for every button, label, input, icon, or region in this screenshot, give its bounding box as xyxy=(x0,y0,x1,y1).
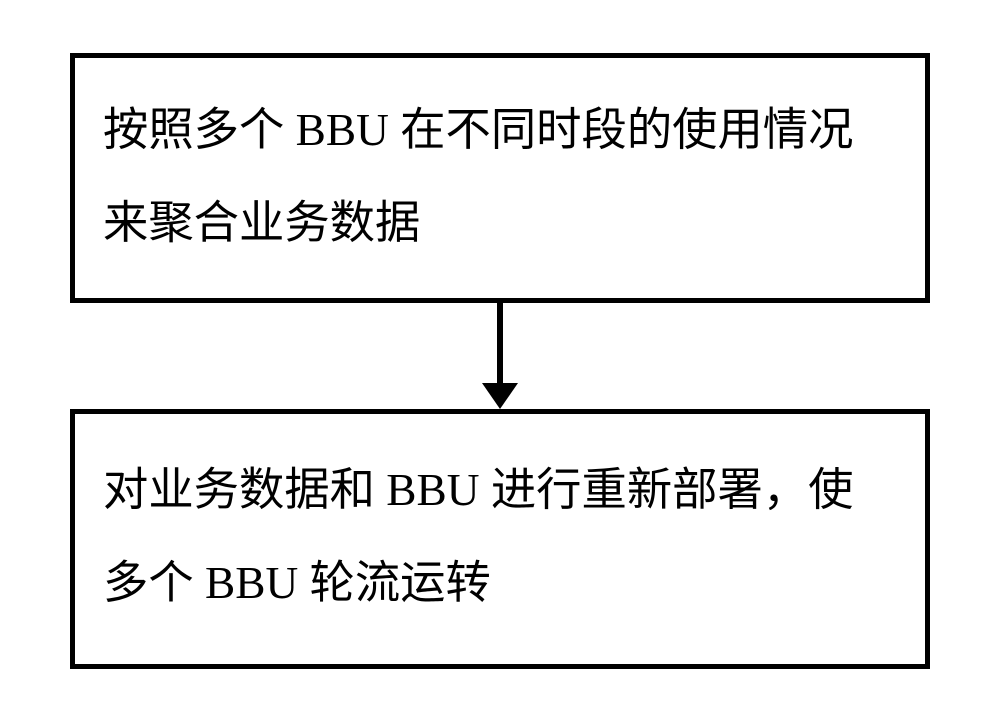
arrow-head-icon xyxy=(482,383,518,409)
flow-arrow-down-icon xyxy=(482,303,518,409)
arrow-line xyxy=(497,303,503,383)
flow-step-1: 按照多个 BBU 在不同时段的使用情况来聚合业务数据 xyxy=(70,53,930,303)
flow-step-1-text: 按照多个 BBU 在不同时段的使用情况来聚合业务数据 xyxy=(103,84,897,270)
flow-step-2: 对业务数据和 BBU 进行重新部署，使多个 BBU 轮流运转 xyxy=(70,409,930,669)
flowchart-container: 按照多个 BBU 在不同时段的使用情况来聚合业务数据 对业务数据和 BBU 进行… xyxy=(70,53,930,669)
flow-step-2-text: 对业务数据和 BBU 进行重新部署，使多个 BBU 轮流运转 xyxy=(103,444,897,630)
